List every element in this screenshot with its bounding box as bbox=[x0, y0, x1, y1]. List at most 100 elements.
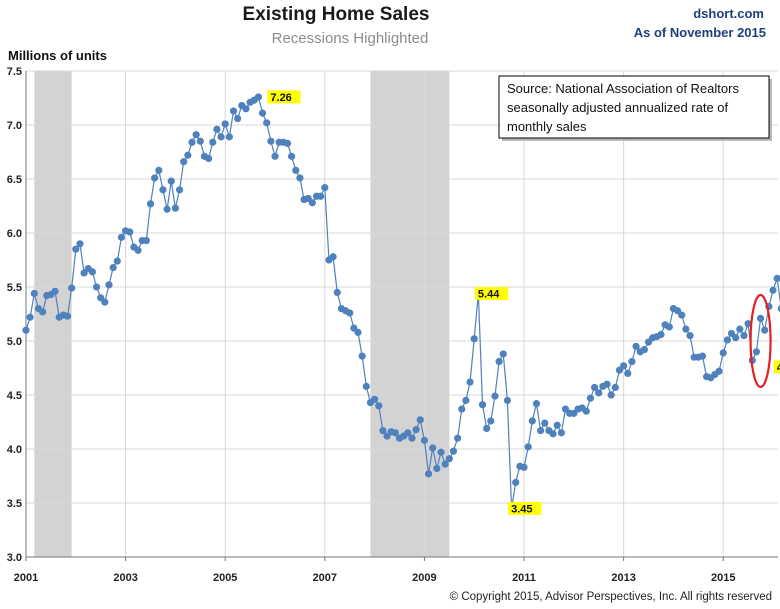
y-tick-label: 3.5 bbox=[7, 498, 22, 510]
data-point bbox=[462, 396, 470, 404]
data-point bbox=[433, 464, 441, 473]
data-point bbox=[134, 246, 142, 254]
data-point bbox=[756, 314, 765, 322]
data-point bbox=[595, 389, 603, 397]
data-label: 3.45 bbox=[511, 503, 532, 515]
data-point bbox=[524, 443, 532, 451]
source-box: Source: National Association of Realtors… bbox=[498, 75, 772, 141]
data-point bbox=[478, 401, 487, 409]
data-label-background bbox=[267, 90, 301, 104]
data-point bbox=[682, 325, 690, 333]
data-point bbox=[499, 350, 507, 358]
data-point bbox=[483, 424, 491, 433]
recession-band-2 bbox=[370, 71, 450, 557]
data-point bbox=[217, 133, 225, 141]
data-point bbox=[288, 152, 296, 160]
data-point bbox=[557, 429, 565, 437]
data-point bbox=[88, 268, 96, 276]
y-tick-label: 5.5 bbox=[7, 282, 22, 294]
data-point bbox=[72, 245, 80, 253]
data-point bbox=[113, 257, 121, 265]
data-point bbox=[321, 184, 329, 192]
data-point bbox=[68, 284, 76, 292]
data-point bbox=[105, 281, 113, 289]
data-point bbox=[22, 326, 30, 334]
data-point bbox=[752, 348, 761, 356]
data-point bbox=[607, 391, 615, 399]
data-point bbox=[549, 430, 557, 438]
data-point bbox=[769, 286, 777, 294]
data-point bbox=[371, 395, 379, 403]
data-point bbox=[317, 192, 325, 200]
data-point bbox=[167, 177, 175, 185]
data-point bbox=[665, 323, 673, 331]
data-point bbox=[723, 336, 731, 344]
data-point bbox=[437, 448, 445, 456]
data-point bbox=[520, 463, 528, 471]
data-point bbox=[354, 328, 362, 336]
data-point bbox=[458, 405, 466, 413]
source-box-frame bbox=[498, 75, 770, 139]
data-point bbox=[744, 320, 752, 328]
data-point bbox=[416, 416, 424, 424]
y-tick-label: 7.5 bbox=[7, 66, 22, 78]
data-point bbox=[258, 109, 267, 117]
y-axis-label: Millions of units bbox=[8, 48, 107, 63]
data-point bbox=[51, 287, 59, 295]
data-point bbox=[590, 383, 599, 392]
data-point bbox=[611, 383, 619, 392]
data-point bbox=[117, 233, 126, 241]
data-point bbox=[209, 138, 217, 146]
data-point bbox=[657, 330, 665, 339]
data-point bbox=[420, 436, 429, 444]
y-tick-label: 4.5 bbox=[7, 390, 22, 402]
data-point bbox=[109, 263, 117, 272]
data-point bbox=[404, 429, 412, 437]
data-point bbox=[586, 394, 595, 402]
data-point bbox=[454, 434, 462, 442]
data-point bbox=[30, 289, 38, 298]
data-point bbox=[503, 396, 512, 404]
data-point bbox=[620, 362, 628, 370]
data-label: 7.26 bbox=[270, 92, 291, 104]
data-point bbox=[292, 166, 300, 174]
as-of-date: As of November 2015 bbox=[634, 25, 766, 40]
highlight-oval bbox=[749, 293, 772, 389]
data-point bbox=[740, 332, 748, 340]
brand-label: dshort.com bbox=[693, 6, 764, 21]
x-tick-label: 2007 bbox=[313, 572, 337, 584]
data-point bbox=[678, 311, 686, 319]
data-point bbox=[188, 138, 196, 146]
source-line-1: Source: National Association of Realtors bbox=[507, 81, 739, 96]
data-point bbox=[408, 434, 416, 442]
data-point bbox=[205, 154, 213, 163]
data-point bbox=[715, 367, 723, 375]
x-tick-label: 2005 bbox=[213, 572, 237, 584]
data-point bbox=[192, 131, 200, 139]
data-point bbox=[346, 309, 354, 317]
x-tick-label: 2015 bbox=[711, 572, 735, 584]
data-point bbox=[628, 357, 636, 366]
data-point bbox=[229, 107, 238, 115]
data-point bbox=[761, 326, 769, 334]
data-point bbox=[126, 228, 134, 236]
data-label: 5.44 bbox=[478, 288, 500, 300]
data-point bbox=[180, 158, 188, 166]
data-point bbox=[362, 382, 370, 390]
data-point bbox=[263, 119, 271, 127]
data-point bbox=[495, 357, 503, 366]
data-point bbox=[491, 392, 499, 400]
data-point bbox=[424, 470, 433, 478]
y-tick-label: 5.0 bbox=[7, 336, 22, 348]
data-point bbox=[449, 447, 458, 455]
data-point bbox=[553, 421, 561, 429]
x-tick-label: 2011 bbox=[512, 572, 536, 584]
data-point bbox=[698, 352, 707, 360]
data-point bbox=[528, 417, 536, 425]
data-point bbox=[308, 199, 316, 207]
y-tick-label: 3.0 bbox=[7, 552, 22, 564]
data-point bbox=[445, 455, 453, 463]
data-point bbox=[92, 283, 101, 291]
data-point bbox=[732, 334, 740, 342]
